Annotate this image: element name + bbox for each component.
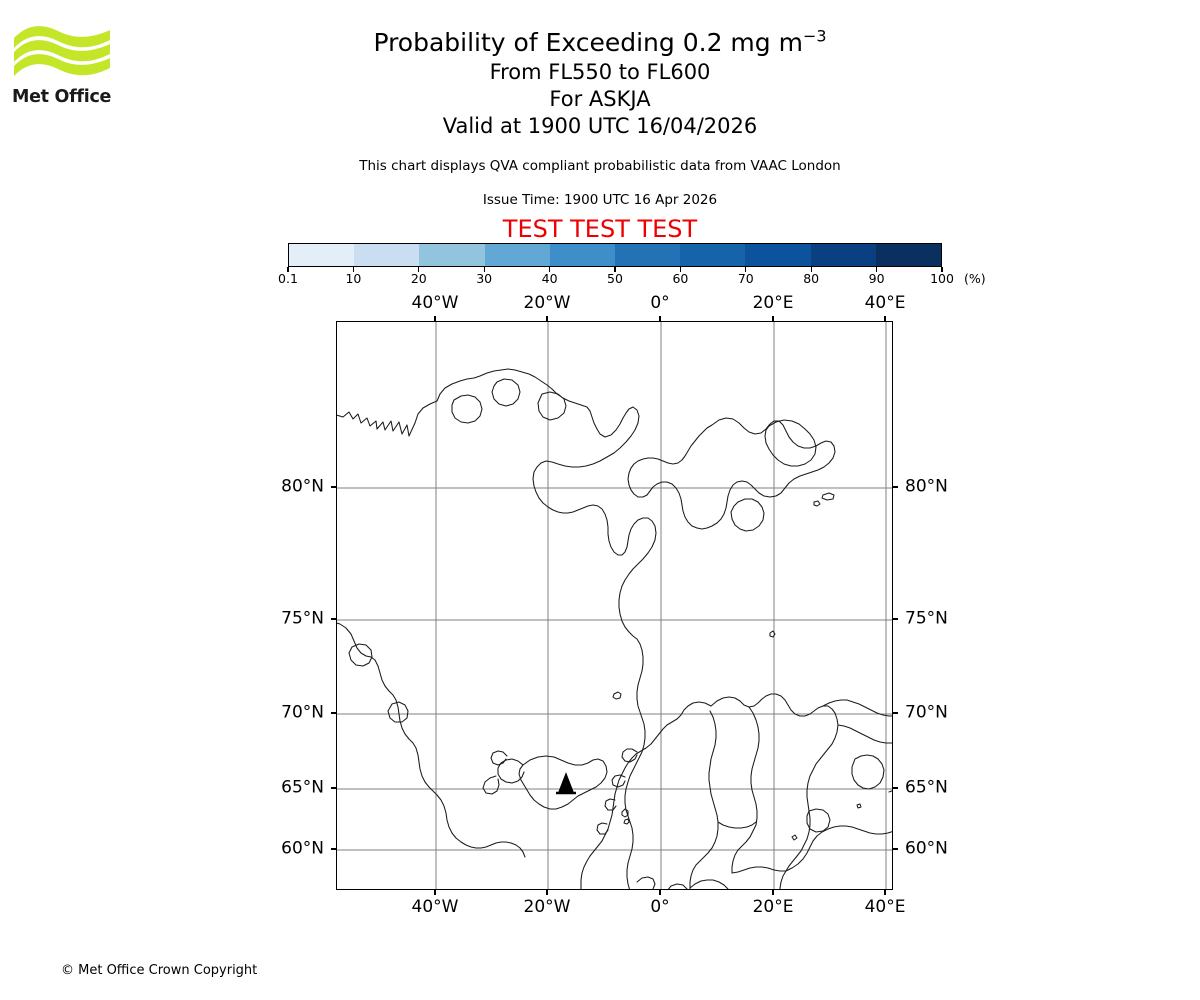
lat-tick-2-0 (331, 712, 336, 714)
colorbar-segment-5 (615, 244, 681, 266)
lat-tick-0-1 (893, 486, 898, 488)
lat-label-right-3: 65°N (905, 777, 948, 798)
colorbar-tick-labels: 0.1 10 20 30 40 50 60 70 80 90 100 (278, 271, 954, 287)
lat-label-right-0: 80°N (905, 476, 948, 497)
lat-label-right-2: 70°N (905, 702, 948, 723)
map-coastlines (337, 368, 892, 889)
colorbar-segment-3 (484, 244, 550, 266)
probability-colorbar: 0.1 10 20 30 40 50 60 70 80 90 100 (278, 243, 954, 286)
map-graticule (337, 322, 892, 889)
colorbar-tick-40 (549, 267, 551, 272)
colorbar-tick-70 (745, 267, 747, 272)
colorbar-segment-1 (354, 244, 420, 266)
lat-label-left-3: 65°N (281, 777, 324, 798)
lat-tick-3-0 (331, 787, 336, 789)
issue-time: Issue Time: 1900 UTC 16 Apr 2026 (482, 192, 718, 208)
colorbar-segment-8 (810, 244, 876, 266)
colorbar-tick-label-70: 70 (737, 271, 754, 286)
lon-label-top-0: 40°W (411, 293, 459, 313)
colorbar-unit-label: (%) (964, 271, 986, 286)
colorbar-tick-30 (483, 267, 485, 272)
lon-label-bottom-1: 20°W (523, 897, 571, 917)
colorbar-tick-10 (352, 267, 354, 272)
colorbar-tick-label-30: 30 (476, 271, 493, 286)
lon-tick-1-0 (546, 316, 548, 321)
colorbar-tick-80 (810, 267, 812, 272)
colorbar-segment-2 (419, 244, 485, 266)
colorbar-segment-4 (549, 244, 616, 266)
lon-label-bottom-0: 40°W (411, 897, 459, 917)
lat-tick-4-1 (893, 848, 898, 850)
askja-volcano-marker (556, 772, 576, 795)
colorbar-tick-label-90: 90 (868, 271, 885, 286)
page-title-text: Probability of Exceeding 0.2 mg m (373, 28, 803, 57)
colorbar-tick-50 (614, 267, 616, 272)
lon-label-bottom-4: 40°E (864, 897, 906, 917)
map-canvas (337, 322, 892, 889)
lat-label-left-1: 75°N (281, 608, 324, 629)
lat-label-left-4: 60°N (281, 838, 324, 859)
test-banner: TEST TEST TEST (502, 215, 698, 243)
colorbar-tick-label-100: 100 (930, 271, 954, 286)
colorbar-tick-0.1 (287, 267, 289, 272)
volcano-name: For ASKJA (549, 87, 651, 111)
lon-label-top-1: 20°W (523, 293, 571, 313)
lat-tick-0-0 (331, 486, 336, 488)
colorbar-tick-label-20: 20 (410, 271, 427, 286)
chart-note: This chart displays QVA compliant probab… (359, 158, 841, 174)
lon-tick-3-1 (772, 890, 774, 895)
copyright-notice: © Met Office Crown Copyright (61, 963, 258, 978)
lon-label-top-4: 40°E (864, 293, 906, 313)
valid-time: Valid at 1900 UTC 16/04/2026 (442, 114, 758, 138)
lon-tick-1-1 (546, 890, 548, 895)
colorbar-tick-60 (679, 267, 681, 272)
lon-label-bottom-2: 0° (650, 897, 670, 917)
lat-label-left-0: 80°N (281, 476, 324, 497)
lat-label-right-1: 75°N (905, 608, 948, 629)
colorbar-gradient (288, 243, 942, 267)
colorbar-tick-90 (876, 267, 878, 272)
colorbar-tick-label-60: 60 (672, 271, 689, 286)
lon-tick-3-0 (772, 316, 774, 321)
lon-tick-0-1 (434, 890, 436, 895)
page-title: Probability of Exceeding 0.2 mg m−3 (0, 26, 1200, 59)
colorbar-tick-label-50: 50 (607, 271, 623, 286)
lat-tick-1-1 (893, 618, 898, 620)
lon-label-top-2: 0° (650, 293, 670, 313)
page-title-exponent: −3 (802, 26, 827, 46)
met-office-wave-mark (14, 26, 110, 76)
lat-tick-3-1 (893, 787, 898, 789)
colorbar-tick-label-40: 40 (541, 271, 558, 286)
map-area: 40°W 40°W 20°W 20°W 0° 0° 20°E 20°E 40°E 40°E 80°N… (281, 293, 948, 917)
lon-label-bottom-3: 20°E (752, 897, 794, 917)
lat-label-right-4: 60°N (905, 838, 948, 859)
map-frame[interactable] (336, 321, 893, 890)
colorbar-ticks (287, 267, 943, 273)
lon-tick-4-1 (884, 890, 886, 895)
colorbar-tick-label-10: 10 (345, 271, 362, 286)
colorbar-tick-20 (418, 267, 420, 272)
lon-tick-4-0 (884, 316, 886, 321)
flight-level-range: From FL550 to FL600 (489, 60, 711, 84)
lat-label-left-2: 70°N (281, 702, 324, 723)
lon-label-top-3: 20°E (752, 293, 794, 313)
lat-tick-2-1 (893, 712, 898, 714)
colorbar-segment-6 (680, 244, 746, 266)
colorbar-tick-label-80: 80 (803, 271, 820, 286)
title-block: Probability of Exceeding 0.2 mg m−3 From… (0, 26, 1200, 140)
lon-tick-2-1 (659, 890, 661, 895)
lon-tick-0-0 (434, 316, 436, 321)
colorbar-segment-7 (745, 244, 811, 266)
colorbar-tick-100 (941, 267, 943, 272)
colorbar-segment-9 (875, 244, 942, 266)
met-office-logo: Met Office (12, 24, 112, 114)
lon-tick-2-0 (659, 316, 661, 321)
met-office-logo-text: Met Office (12, 87, 112, 107)
colorbar-tick-label-0.1: 0.1 (278, 271, 298, 286)
lat-tick-1-0 (331, 618, 336, 620)
colorbar-segment-0 (289, 244, 355, 266)
lat-tick-4-0 (331, 848, 336, 850)
